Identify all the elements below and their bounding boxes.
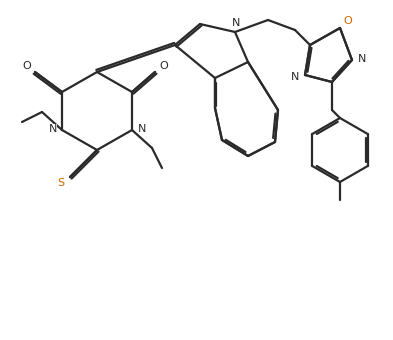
Text: N: N bbox=[138, 124, 146, 134]
Text: N: N bbox=[49, 124, 57, 134]
Text: O: O bbox=[343, 16, 353, 26]
Text: N: N bbox=[358, 54, 366, 64]
Text: O: O bbox=[160, 61, 168, 71]
Text: O: O bbox=[23, 61, 31, 71]
Text: S: S bbox=[57, 178, 64, 188]
Text: N: N bbox=[291, 72, 299, 82]
Text: N: N bbox=[232, 18, 240, 28]
